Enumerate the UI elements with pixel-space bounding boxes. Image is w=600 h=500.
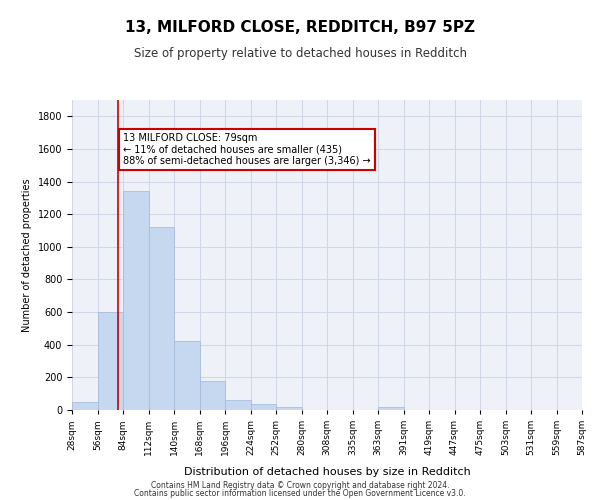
Bar — [149, 228, 174, 410]
Text: Contains public sector information licensed under the Open Government Licence v3: Contains public sector information licen… — [134, 488, 466, 498]
Bar — [72, 402, 97, 410]
Bar — [174, 342, 199, 410]
Bar — [225, 400, 251, 410]
Bar — [123, 192, 149, 410]
X-axis label: Distribution of detached houses by size in Redditch: Distribution of detached houses by size … — [184, 466, 470, 476]
Bar — [251, 404, 276, 410]
Text: 13, MILFORD CLOSE, REDDITCH, B97 5PZ: 13, MILFORD CLOSE, REDDITCH, B97 5PZ — [125, 20, 475, 35]
Bar — [199, 382, 225, 410]
Y-axis label: Number of detached properties: Number of detached properties — [22, 178, 32, 332]
Bar — [378, 406, 404, 410]
Text: Size of property relative to detached houses in Redditch: Size of property relative to detached ho… — [133, 48, 467, 60]
Bar — [276, 406, 302, 410]
Text: Contains HM Land Registry data © Crown copyright and database right 2024.: Contains HM Land Registry data © Crown c… — [151, 481, 449, 490]
Text: 13 MILFORD CLOSE: 79sqm
← 11% of detached houses are smaller (435)
88% of semi-d: 13 MILFORD CLOSE: 79sqm ← 11% of detache… — [123, 132, 371, 166]
Bar — [97, 312, 123, 410]
